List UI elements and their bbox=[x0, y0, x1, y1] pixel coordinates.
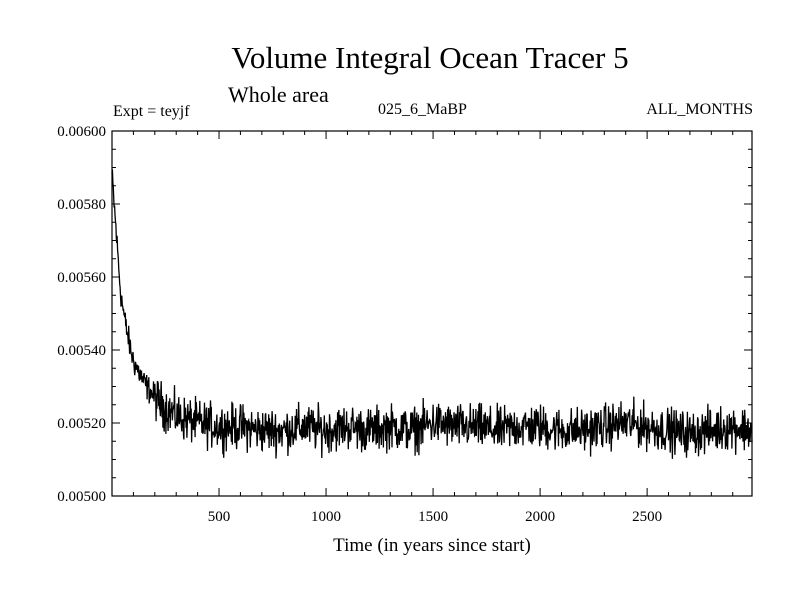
series-line bbox=[111, 169, 753, 459]
x-tick-label: 500 bbox=[208, 509, 231, 525]
period-label: ALL_MONTHS bbox=[646, 101, 753, 118]
y-tick-label: 0.00520 bbox=[57, 416, 106, 432]
y-tick-label: 0.00560 bbox=[57, 270, 106, 286]
x-axis-label: Time (in years since start) bbox=[333, 535, 531, 556]
x-tick-label: 2000 bbox=[525, 509, 555, 525]
x-tick-label: 1500 bbox=[418, 509, 448, 525]
chart-subtitle: Whole area bbox=[228, 82, 329, 107]
x-tick-label: 1000 bbox=[311, 509, 341, 525]
y-tick-label: 0.00540 bbox=[57, 343, 106, 359]
experiment-label: Expt = teyjf bbox=[113, 103, 190, 120]
run-label: 025_6_MaBP bbox=[378, 101, 467, 118]
y-tick-label: 0.00600 bbox=[57, 124, 106, 140]
x-tick-label: 2500 bbox=[632, 509, 662, 525]
chart-title: Volume Integral Ocean Tracer 5 bbox=[231, 40, 629, 75]
y-tick-label: 0.00580 bbox=[57, 197, 106, 213]
y-tick-label: 0.00500 bbox=[57, 489, 106, 505]
